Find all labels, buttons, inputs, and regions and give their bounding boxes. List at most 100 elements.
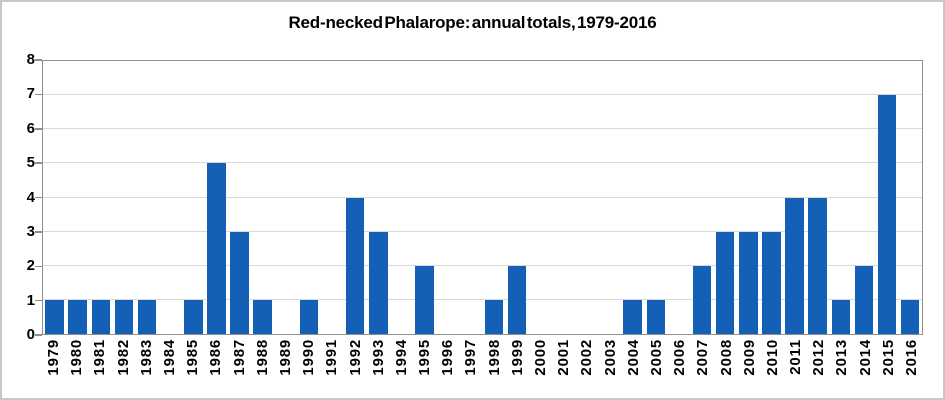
x-axis-label-1988: 1988: [253, 339, 271, 376]
bar-slot-2013: [829, 61, 852, 334]
x-axis-cell-1993: 1993: [367, 339, 390, 397]
x-axis-label-1989: 1989: [276, 339, 294, 376]
bar-slot-2009: [737, 61, 760, 334]
bar-2005: [646, 299, 666, 334]
bar-1993: [369, 231, 388, 334]
y-axis-label-6: 6: [26, 119, 35, 137]
x-axis-cell-1997: 1997: [459, 339, 482, 397]
x-axis-label-1994: 1994: [392, 339, 410, 376]
x-axis-label-2003: 2003: [601, 339, 619, 376]
bar-2016: [900, 299, 920, 334]
x-axis-cell-2004: 2004: [622, 339, 645, 397]
bar-1987: [230, 231, 249, 334]
y-axis-tick-5: [35, 162, 42, 164]
x-axis-cell-2016: 2016: [900, 339, 923, 397]
bar-slot-1988: [251, 61, 274, 334]
bar-series: [43, 61, 922, 334]
x-axis-label-2008: 2008: [717, 339, 735, 376]
bar-1981: [91, 299, 111, 334]
x-axis-label-1996: 1996: [439, 339, 457, 376]
bar-slot-1981: [89, 61, 112, 334]
x-axis-cell-2013: 2013: [830, 339, 853, 397]
gridline-4: [43, 196, 922, 198]
x-axis-label-1982: 1982: [114, 339, 132, 376]
bar-slot-2008: [714, 61, 737, 334]
x-axis-label-2000: 2000: [532, 339, 550, 376]
x-axis-cell-1989: 1989: [274, 339, 297, 397]
bar-slot-1980: [66, 61, 89, 334]
x-axis-label-2013: 2013: [833, 339, 851, 376]
bar-1986: [207, 163, 226, 334]
bar-slot-2007: [691, 61, 714, 334]
x-axis-label-1998: 1998: [485, 339, 503, 376]
y-axis: 0 1 2 3 4 5 6 7 8: [2, 51, 35, 343]
x-axis-label-1990: 1990: [300, 339, 318, 376]
bar-slot-2003: [598, 61, 621, 334]
x-axis-cell-1987: 1987: [228, 339, 251, 397]
x-axis-label-1992: 1992: [346, 339, 364, 376]
bar-slot-1995: [413, 61, 436, 334]
x-axis: 1979 1980 1981 1982 1983 1984 1985 1986 1987 1988…: [42, 339, 923, 397]
bar-2014: [854, 265, 874, 334]
bar-1980: [68, 299, 87, 334]
x-axis-label-2002: 2002: [578, 339, 596, 376]
x-axis-cell-2014: 2014: [854, 339, 877, 397]
bar-slot-1991: [321, 61, 344, 334]
x-axis-cell-1983: 1983: [135, 339, 158, 397]
x-axis-label-2015: 2015: [879, 339, 897, 376]
bar-1982: [114, 299, 134, 334]
bar-slot-2012: [806, 61, 829, 334]
y-axis-label-5: 5: [26, 154, 35, 172]
bar-slot-1998: [482, 61, 505, 334]
x-axis-cell-2010: 2010: [761, 339, 784, 397]
bar-slot-1994: [390, 61, 413, 334]
gridline-2: [43, 264, 922, 266]
x-axis-cell-1982: 1982: [112, 339, 135, 397]
x-axis-cell-2011: 2011: [784, 339, 807, 397]
x-axis-cell-1994: 1994: [390, 339, 413, 397]
x-axis-cell-1991: 1991: [320, 339, 343, 397]
gridline-1: [43, 298, 922, 300]
gridline-6: [43, 128, 922, 130]
y-axis-label-1: 1: [26, 291, 35, 309]
bar-slot-2011: [783, 61, 806, 334]
x-axis-cell-1992: 1992: [343, 339, 366, 397]
x-axis-label-2001: 2001: [555, 339, 573, 376]
x-axis-cell-1988: 1988: [251, 339, 274, 397]
bar-slot-2002: [575, 61, 598, 334]
x-axis-cell-2009: 2009: [738, 339, 761, 397]
x-axis-cell-1999: 1999: [506, 339, 529, 397]
bar-slot-1982: [112, 61, 135, 334]
x-axis-label-1993: 1993: [369, 339, 387, 376]
bar-2008: [715, 231, 735, 334]
x-axis-label-1979: 1979: [45, 339, 63, 376]
x-axis-cell-2012: 2012: [807, 339, 830, 397]
y-axis-label-2: 2: [26, 257, 35, 275]
bar-1988: [253, 299, 272, 334]
bar-slot-1992: [344, 61, 367, 334]
bar-slot-2000: [529, 61, 552, 334]
bar-2004: [623, 299, 642, 334]
bar-slot-1990: [297, 61, 320, 334]
x-axis-label-2011: 2011: [787, 339, 805, 375]
x-axis-cell-1984: 1984: [158, 339, 181, 397]
x-axis-label-1981: 1981: [91, 339, 109, 376]
bar-slot-1993: [367, 61, 390, 334]
bar-1998: [484, 299, 504, 334]
y-axis-tick-8: [35, 59, 42, 61]
x-axis-label-2004: 2004: [624, 339, 642, 376]
bar-slot-2004: [621, 61, 644, 334]
x-axis-cell-2015: 2015: [877, 339, 900, 397]
bar-slot-2014: [852, 61, 875, 334]
x-axis-label-1987: 1987: [230, 339, 248, 376]
x-axis-cell-1998: 1998: [483, 339, 506, 397]
gridline-3: [43, 230, 922, 232]
y-axis-label-7: 7: [26, 85, 35, 103]
x-axis-cell-1980: 1980: [65, 339, 88, 397]
x-axis-label-1983: 1983: [137, 339, 155, 376]
x-axis-cell-2003: 2003: [599, 339, 622, 397]
bar-slot-1985: [182, 61, 205, 334]
chart-title: Red-necked Phalarope: annual totals, 197…: [288, 13, 657, 32]
x-axis-label-1999: 1999: [508, 339, 526, 376]
